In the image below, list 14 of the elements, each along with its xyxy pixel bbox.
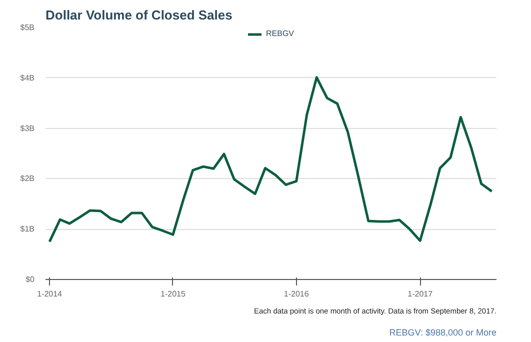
- chart-title: Dollar Volume of Closed Sales: [46, 8, 232, 22]
- y-tick-label: $1B: [20, 224, 34, 234]
- y-tick-label: $5B: [20, 23, 34, 32]
- x-tick-label: 1-2016: [284, 290, 310, 298]
- x-tick-label: 1-2014: [37, 290, 63, 298]
- text: REBGV: $988,000 or More: [389, 328, 497, 338]
- y-tick-label: $2B: [20, 174, 34, 184]
- x-tick-label: 1-2015: [160, 290, 186, 298]
- y-tick-label: $4B: [20, 73, 34, 82]
- x-tick-label: 1-2017: [408, 290, 434, 298]
- y-tick-label: $0: [26, 275, 36, 284]
- y-tick-label: $3B: [20, 124, 34, 133]
- legend-label: REBGV: [266, 29, 294, 38]
- line-series: [48, 76, 494, 243]
